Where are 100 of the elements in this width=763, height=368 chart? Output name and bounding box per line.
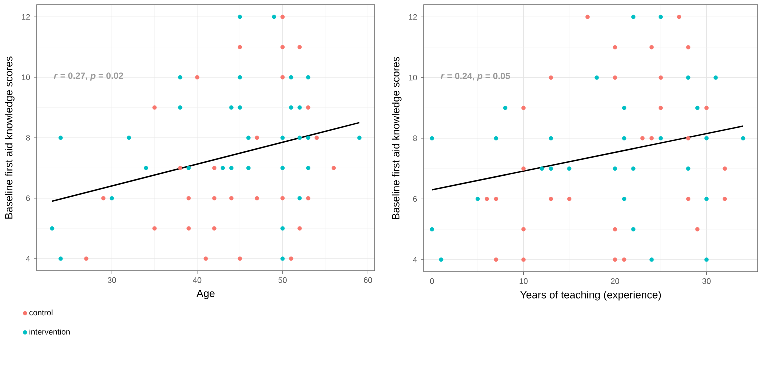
point xyxy=(686,45,691,50)
point xyxy=(494,136,498,141)
y-axis-title: Baseline first aid knowledge scores xyxy=(392,57,402,220)
point xyxy=(622,136,627,141)
point xyxy=(306,196,311,201)
point xyxy=(280,256,285,262)
point xyxy=(298,226,302,231)
point xyxy=(613,227,618,232)
point xyxy=(84,256,89,262)
point xyxy=(229,106,234,110)
point xyxy=(686,76,691,80)
point xyxy=(522,227,526,232)
x-axis-title: Age xyxy=(196,290,215,300)
point xyxy=(476,197,480,202)
point xyxy=(178,106,183,110)
point xyxy=(594,76,600,80)
point xyxy=(280,196,285,201)
point xyxy=(186,196,192,201)
point xyxy=(306,106,311,110)
y-axis-title: Baseline first aid knowledge scores xyxy=(5,56,15,219)
point xyxy=(238,256,242,262)
point xyxy=(246,136,251,140)
point xyxy=(152,226,157,231)
point xyxy=(110,196,114,201)
point xyxy=(631,166,636,171)
point xyxy=(152,106,157,110)
point xyxy=(704,136,709,141)
point xyxy=(722,197,728,202)
point xyxy=(494,197,498,202)
point xyxy=(622,197,627,202)
annotation: r = 0.24, p = 0.05 xyxy=(441,73,510,82)
point xyxy=(613,45,618,50)
point xyxy=(238,75,242,80)
point xyxy=(567,166,572,171)
point xyxy=(289,106,294,110)
point xyxy=(613,166,618,171)
point xyxy=(439,258,444,262)
point xyxy=(677,14,682,20)
point xyxy=(289,75,294,80)
point xyxy=(272,14,276,20)
point xyxy=(549,136,554,141)
point xyxy=(430,227,434,232)
annotation: r = 0.27, p = 0.02 xyxy=(54,72,124,81)
point xyxy=(204,256,208,262)
point xyxy=(631,14,636,20)
point xyxy=(229,196,234,201)
point xyxy=(522,166,526,171)
point xyxy=(186,166,192,170)
point xyxy=(567,197,572,202)
point xyxy=(704,258,709,262)
point xyxy=(280,45,285,50)
point xyxy=(298,136,302,140)
point xyxy=(314,136,320,140)
point xyxy=(212,196,217,201)
point xyxy=(484,197,490,202)
point xyxy=(220,166,226,170)
point xyxy=(280,226,285,231)
point xyxy=(522,106,526,110)
point xyxy=(540,166,544,171)
point xyxy=(332,166,336,170)
point xyxy=(178,166,183,170)
point xyxy=(280,14,285,20)
point xyxy=(522,258,526,262)
point xyxy=(280,75,285,80)
point xyxy=(586,14,590,20)
point xyxy=(306,75,311,80)
point xyxy=(686,197,691,202)
point xyxy=(658,14,664,20)
point xyxy=(650,136,654,141)
point xyxy=(704,106,709,110)
point xyxy=(298,106,302,110)
point xyxy=(186,226,192,231)
point xyxy=(255,136,260,140)
point xyxy=(704,197,709,202)
point xyxy=(503,106,508,110)
point xyxy=(212,166,217,170)
point xyxy=(127,136,132,140)
point xyxy=(289,256,294,262)
point xyxy=(622,106,627,110)
point xyxy=(238,14,242,20)
point xyxy=(714,76,718,80)
point xyxy=(722,166,728,171)
x-axis-title: Years of teaching (experience) xyxy=(520,291,662,301)
point xyxy=(549,166,554,171)
point xyxy=(695,227,700,232)
point xyxy=(494,258,498,262)
point xyxy=(280,166,285,170)
point xyxy=(622,258,627,262)
point xyxy=(58,256,64,262)
point xyxy=(298,196,302,201)
point xyxy=(686,136,691,141)
point xyxy=(357,136,362,140)
point xyxy=(650,45,654,50)
point xyxy=(306,136,311,140)
point xyxy=(229,166,234,170)
point xyxy=(212,226,217,231)
point xyxy=(695,106,700,110)
point xyxy=(101,196,106,201)
point xyxy=(741,136,746,141)
point xyxy=(144,166,148,170)
